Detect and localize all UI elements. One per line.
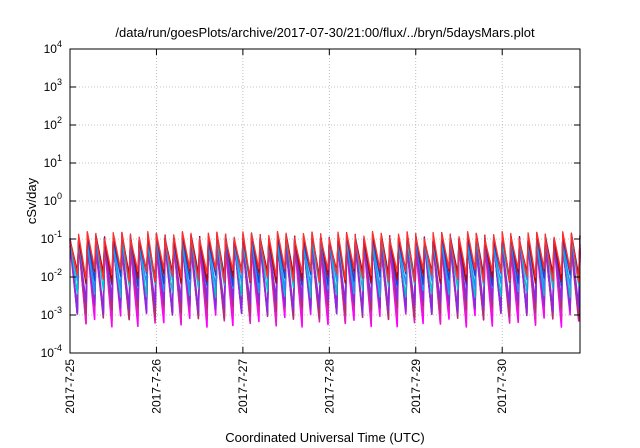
x-tick-label: 2017-7-25: [63, 359, 77, 414]
y-axis-label: cSv/day: [24, 177, 39, 224]
x-tick-label: 2017-7-27: [236, 359, 250, 414]
x-tick-label: 2017-7-29: [409, 359, 423, 414]
series-line: [69, 230, 581, 284]
series-group: [69, 230, 581, 328]
plot-frame: [69, 48, 581, 354]
x-tick-label: 2017-7-28: [322, 359, 336, 414]
x-tick-label: 2017-7-30: [495, 359, 509, 414]
x-axis-label: Coordinated Universal Time (UTC): [225, 430, 424, 445]
chart-title: /data/run/goesPlots/archive/2017-07-30/2…: [115, 25, 535, 40]
x-axis: 2017-7-25 2017-7-26 2017-7-27 2017-7-28 2017…: [63, 49, 509, 414]
x-tick-label: 2017-7-26: [149, 359, 163, 414]
